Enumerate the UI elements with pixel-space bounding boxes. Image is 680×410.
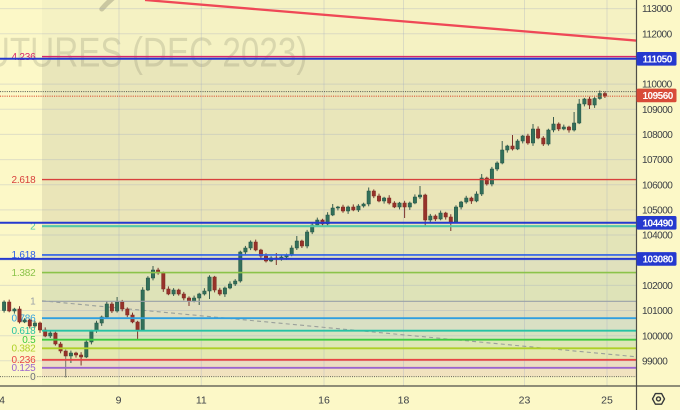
svg-text:107000: 107000: [642, 155, 673, 166]
svg-text:11: 11: [196, 395, 207, 407]
svg-text:1.382: 1.382: [11, 268, 36, 279]
svg-text:104490: 104490: [643, 219, 674, 230]
svg-text:110000: 110000: [642, 80, 673, 91]
svg-text:0.5: 0.5: [22, 335, 36, 346]
svg-text:16: 16: [318, 395, 330, 407]
svg-text:4.236: 4.236: [11, 52, 36, 63]
svg-text:9: 9: [116, 395, 122, 407]
svg-text:105000: 105000: [642, 206, 673, 217]
svg-text:113000: 113000: [642, 4, 673, 15]
svg-text:108000: 108000: [642, 130, 673, 141]
svg-text:FUTURES (DEC 2023): FUTURES (DEC 2023): [0, 29, 308, 76]
svg-text:0.618: 0.618: [11, 326, 36, 337]
svg-text:2.618: 2.618: [11, 175, 36, 186]
svg-text:109560: 109560: [643, 91, 674, 102]
svg-text:99000: 99000: [642, 356, 668, 367]
svg-text:2: 2: [30, 221, 36, 232]
svg-text:0.382: 0.382: [11, 344, 36, 355]
svg-text:1: 1: [30, 297, 36, 308]
svg-text:0: 0: [30, 372, 36, 383]
svg-text:112000: 112000: [642, 29, 673, 40]
svg-text:4: 4: [0, 395, 5, 407]
svg-text:100000: 100000: [642, 331, 673, 342]
svg-text:18: 18: [398, 395, 410, 407]
svg-text:101000: 101000: [642, 306, 673, 317]
svg-text:1.618: 1.618: [11, 250, 36, 261]
svg-text:0.236: 0.236: [11, 355, 36, 366]
svg-text:102000: 102000: [642, 281, 673, 292]
svg-text:111050: 111050: [643, 55, 673, 66]
svg-text:0.125: 0.125: [11, 363, 36, 374]
svg-text:109000: 109000: [642, 105, 673, 116]
svg-text:103080: 103080: [643, 255, 674, 266]
svg-text:25: 25: [601, 395, 613, 407]
svg-text:106000: 106000: [642, 180, 673, 191]
svg-text:0.786: 0.786: [11, 313, 36, 324]
svg-text:23: 23: [519, 395, 531, 407]
svg-text:104000: 104000: [642, 231, 673, 242]
